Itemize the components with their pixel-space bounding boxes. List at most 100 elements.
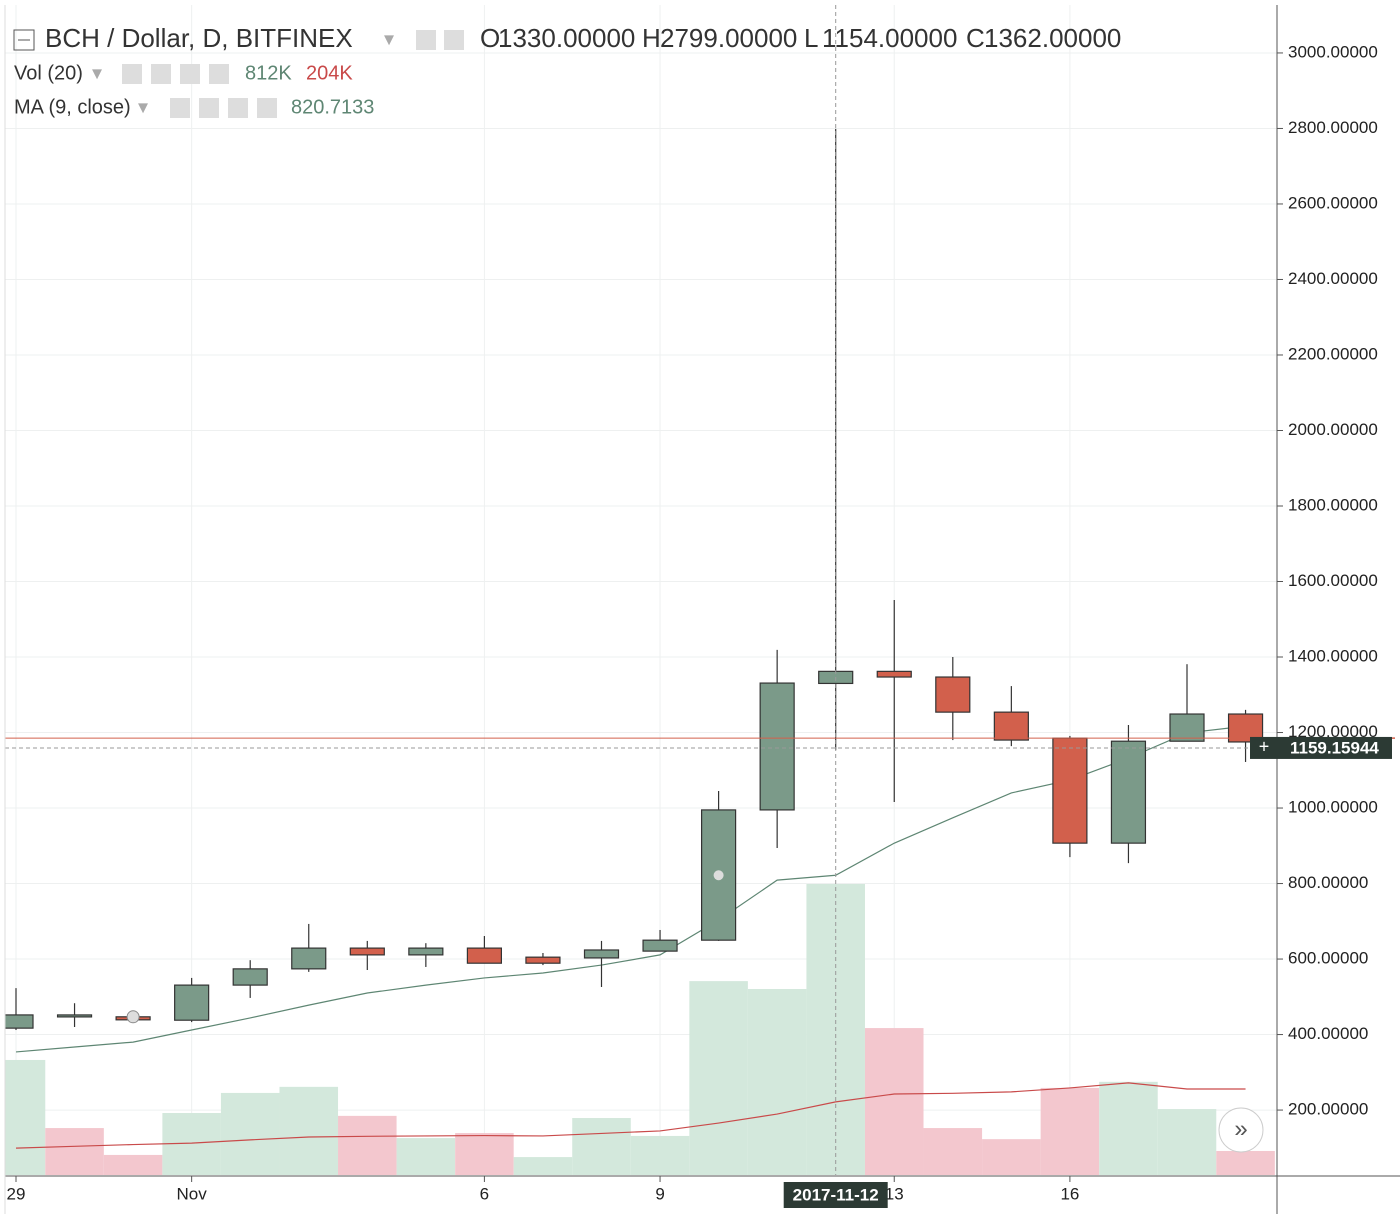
last-price-box <box>1250 736 1392 759</box>
collapse-icon[interactable] <box>13 29 35 51</box>
dropdown[interactable]: ▾ <box>384 28 394 50</box>
scroll-button[interactable] <box>1218 1107 1264 1153</box>
x-tick-label: Nov <box>177 1184 208 1203</box>
candle-body <box>759 682 795 811</box>
volume-readout: 812K <box>245 62 292 84</box>
candle-body <box>408 947 444 956</box>
icon[interactable] <box>257 98 277 118</box>
volume-bar <box>1040 1087 1100 1175</box>
y-tick-label: 600.00000 <box>1288 949 1368 968</box>
volume-name: Vol (20) <box>14 62 83 84</box>
volume-bar <box>1157 1109 1217 1175</box>
y-tick-label: 1600.00000 <box>1288 571 1378 590</box>
ma-line <box>15 725 1246 1053</box>
y-tick-label: 1400.00000 <box>1288 646 1378 665</box>
candle-body <box>1227 713 1264 743</box>
chart-title: BCH / Dollar, D, BITFINEX <box>45 23 353 53</box>
icon[interactable] <box>170 98 190 118</box>
candle-body <box>349 947 385 956</box>
volume-bar <box>103 1154 163 1175</box>
dropdown[interactable]: ▾ <box>138 96 148 118</box>
y-tick-label: 2400.00000 <box>1288 269 1378 288</box>
candle-body <box>1110 740 1147 844</box>
volume-bar <box>572 1118 631 1175</box>
candle-body <box>1169 713 1205 742</box>
y-tick-label: 1200.00000 <box>1288 722 1378 741</box>
icon[interactable] <box>122 64 142 84</box>
candle-body <box>232 968 268 986</box>
candle-body <box>5 1014 34 1029</box>
icon[interactable] <box>416 30 436 50</box>
ma-name: MA (9, close) <box>14 96 131 118</box>
volume-bar <box>455 1133 514 1175</box>
x-tick-label: 29 <box>7 1184 26 1203</box>
icon[interactable] <box>151 64 171 84</box>
candle-body <box>174 984 210 1021</box>
ohlc-label: H <box>642 23 661 53</box>
volume-bar <box>689 981 748 1175</box>
candle-body <box>466 947 502 964</box>
x-tick-label: 13 <box>885 1184 904 1203</box>
ohlc-label: O <box>480 23 500 53</box>
y-tick-label: 200.00000 <box>1288 1100 1368 1119</box>
icon[interactable] <box>199 98 219 118</box>
x-tick-label: 9 <box>655 1184 664 1203</box>
candle-body <box>935 676 971 713</box>
candle-body <box>583 949 620 959</box>
ohlc-label: C <box>966 23 985 53</box>
candle-body <box>56 1014 93 1018</box>
crosshair-date-box <box>783 1182 888 1208</box>
y-tick-label: 2800.00000 <box>1288 118 1378 137</box>
icon[interactable] <box>444 30 464 50</box>
dropdown[interactable]: ▾ <box>92 62 102 84</box>
crosshair-date: 2017-11-12 <box>793 1185 879 1204</box>
volume-bar <box>1099 1081 1158 1175</box>
x-tick-label: 6 <box>480 1184 489 1203</box>
y-tick-label: 400.00000 <box>1288 1024 1368 1043</box>
y-tick-label: 800.00000 <box>1288 873 1368 892</box>
y-tick-label: 2200.00000 <box>1288 344 1378 363</box>
volume-bar <box>630 1135 690 1175</box>
candle-body <box>993 711 1029 741</box>
candle-body <box>642 939 678 952</box>
ma-readout: 820.7133 <box>291 96 374 118</box>
ohlc-label: L <box>804 23 818 53</box>
axes: 200.00000 400.00000 600.00000 800.00000 1000… <box>7 42 1395 1208</box>
y-tick-label: 2600.00000 <box>1288 193 1378 212</box>
volume-bar <box>338 1115 397 1175</box>
x-tick-label: 16 <box>1060 1184 1079 1203</box>
ohlc-value: 1330.00000 <box>498 23 635 53</box>
volume-bar <box>1216 1150 1275 1175</box>
volume-bar <box>923 1128 983 1175</box>
y-tick-label: 1800.00000 <box>1288 495 1378 514</box>
icon[interactable] <box>209 64 229 84</box>
volume-bar <box>279 1086 339 1175</box>
last-price-label: 1159.15944 <box>1290 738 1379 757</box>
volume-bar <box>747 989 807 1175</box>
volume-ma-readout: 204K <box>306 62 353 84</box>
last-price-plus: + <box>1259 737 1270 757</box>
volume-ma-line <box>15 1082 1246 1149</box>
ohlc-value: 2799.00000 <box>660 23 797 53</box>
hover-dot <box>126 1010 140 1024</box>
icon[interactable] <box>228 98 248 118</box>
icon[interactable] <box>180 64 200 84</box>
candle-body <box>291 947 327 970</box>
hover-dot <box>713 870 724 881</box>
volume-bar <box>45 1128 104 1175</box>
volume-bar <box>513 1157 573 1175</box>
volume-bar <box>5 1059 46 1175</box>
ohlc-value: 1362.00000 <box>984 23 1121 53</box>
volume-bar <box>982 1139 1041 1175</box>
scroll-icon: » <box>1234 1115 1247 1142</box>
volume-bar <box>220 1092 280 1175</box>
candle-body <box>525 956 561 964</box>
plot-area <box>5 5 1277 1175</box>
candle-body <box>1052 737 1088 844</box>
volume-bar <box>396 1138 456 1175</box>
y-tick-label: 1000.00000 <box>1288 798 1378 817</box>
ohlc-value: 1154.00000 <box>822 23 957 53</box>
candle-body <box>876 670 912 678</box>
